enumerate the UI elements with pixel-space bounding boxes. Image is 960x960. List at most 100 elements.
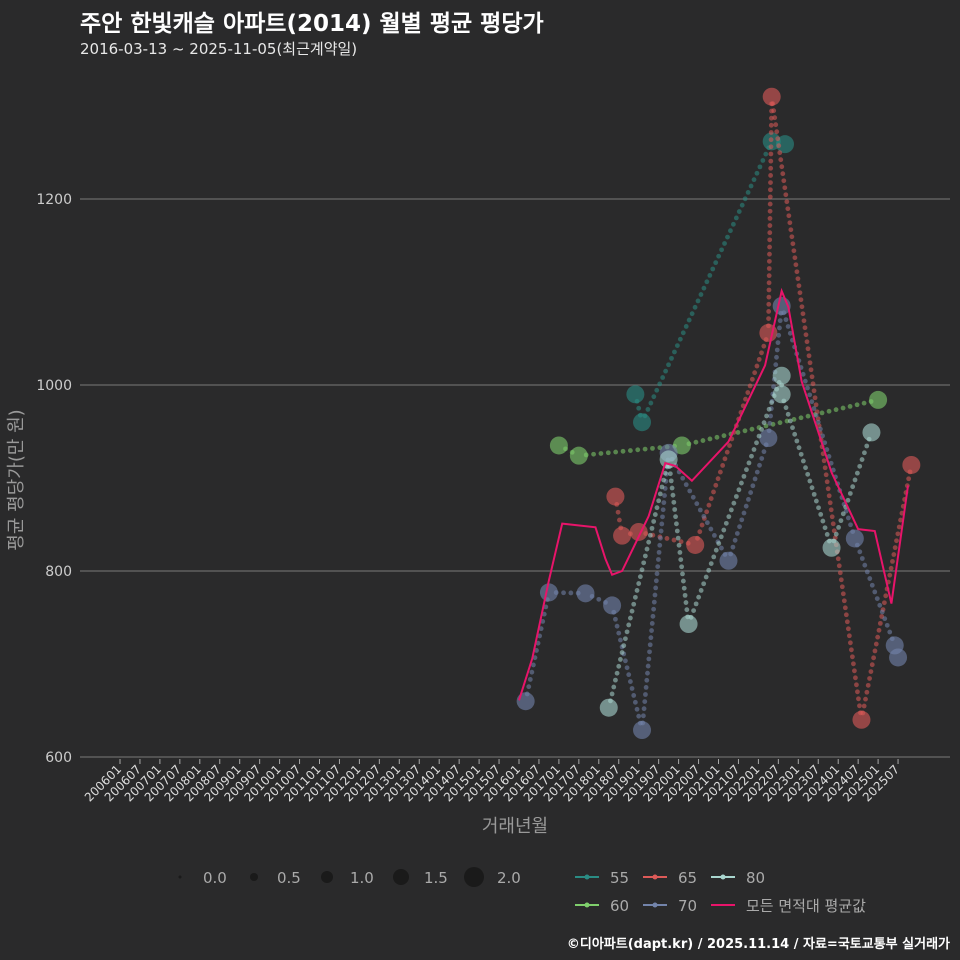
- trend-dot-65: [824, 479, 830, 485]
- trend-dot-55: [692, 304, 698, 310]
- trend-dot-70: [859, 556, 865, 561]
- trend-dot-65: [767, 223, 773, 228]
- trend-dot-65: [766, 280, 772, 286]
- trend-dot-70: [767, 420, 773, 426]
- trend-dot-65: [767, 244, 772, 250]
- trend-dot-65: [768, 180, 773, 185]
- trend-dot-80: [621, 643, 627, 649]
- trend-dot-65: [761, 343, 767, 349]
- trend-dot-65: [906, 476, 912, 482]
- trend-dot-65: [766, 258, 772, 264]
- size-legend-label: 1.5: [424, 869, 448, 887]
- trend-dot-80: [611, 684, 617, 690]
- trend-dot-80: [676, 542, 682, 548]
- trend-dot-80: [674, 528, 680, 534]
- trend-dot-65: [890, 558, 895, 564]
- trend-dot-70: [649, 621, 655, 626]
- trend-dot-70: [774, 347, 780, 353]
- trend-dot-80: [646, 539, 652, 545]
- trend-dot-80: [631, 601, 637, 607]
- trend-dot-70: [538, 626, 544, 632]
- trend-dot-65: [788, 227, 794, 233]
- trend-dot-80: [718, 534, 724, 540]
- trend-dot-70: [643, 684, 649, 690]
- trend-dot-70: [660, 507, 666, 513]
- trend-dot-65: [756, 357, 762, 362]
- trend-dot-65: [784, 199, 790, 205]
- trend-dot-60: [693, 439, 699, 445]
- data-point-70: [516, 692, 535, 711]
- trend-dot-65: [749, 376, 755, 382]
- trend-dot-80: [613, 677, 618, 683]
- trend-dot-70: [644, 677, 650, 683]
- trend-dot-80: [711, 554, 717, 560]
- trend-dot-65: [810, 381, 816, 387]
- trend-dot-65: [768, 165, 774, 171]
- trend-dot-60: [791, 417, 797, 422]
- trend-dot-80: [783, 405, 789, 411]
- trend-dot-65: [877, 620, 883, 626]
- trend-dot-65: [795, 276, 801, 282]
- trend-dot-55: [654, 387, 660, 393]
- trend-dot-80: [728, 507, 734, 513]
- trend-dot-65: [796, 283, 802, 289]
- trend-dot-55: [695, 298, 701, 304]
- trend-dot-65: [855, 689, 860, 695]
- trend-dot-70: [647, 642, 653, 648]
- trend-dot-65: [767, 187, 773, 193]
- trend-dot-65: [766, 301, 772, 307]
- trend-dot-65: [845, 626, 851, 632]
- trend-dot-70: [805, 385, 810, 391]
- trend-dot-55: [739, 202, 745, 208]
- trend-dot-65: [798, 297, 804, 303]
- trend-dot-60: [826, 408, 832, 414]
- trend-dot-80: [805, 471, 811, 477]
- trend-dot-80: [785, 411, 791, 417]
- trend-dot-70: [651, 606, 657, 612]
- data-point-70: [539, 583, 558, 602]
- trend-dot-80: [693, 601, 699, 607]
- trend-dot-65: [773, 122, 779, 128]
- trend-dot-65: [780, 171, 786, 177]
- trend-dot-65: [794, 269, 800, 275]
- trend-dot-80: [816, 505, 821, 511]
- trend-dot-55: [686, 317, 692, 323]
- trend-dot-80: [864, 443, 870, 449]
- trend-dot-65: [804, 339, 810, 345]
- trend-dot-55: [704, 279, 710, 285]
- data-point-55: [626, 385, 645, 404]
- trend-dot-55: [754, 170, 760, 176]
- trend-dot-55: [663, 368, 669, 374]
- trend-dot-70: [651, 599, 657, 605]
- trend-dot-55: [674, 343, 680, 349]
- trend-dot-80: [800, 458, 806, 464]
- trend-dot-70: [862, 562, 868, 568]
- trend-dot-65: [887, 572, 893, 578]
- trend-dot-65: [868, 669, 874, 674]
- data-point-80: [822, 538, 841, 557]
- legend-label: 모든 면적대 평균값: [746, 897, 866, 915]
- legend-dot-65: [652, 874, 658, 880]
- trend-dot-80: [644, 546, 650, 552]
- trend-dot-80: [623, 636, 628, 642]
- data-point-60: [569, 446, 588, 465]
- data-point-70: [889, 648, 908, 667]
- trend-dot-70: [683, 482, 689, 488]
- trend-dot-80: [681, 585, 687, 591]
- trend-dot-65: [766, 294, 772, 300]
- trend-dot-70: [641, 706, 647, 712]
- trend-dot-70: [527, 677, 533, 682]
- size-legend-dot: [250, 873, 258, 881]
- trend-dot-65: [836, 563, 842, 569]
- data-point-80: [862, 423, 881, 442]
- trend-dot-55: [760, 158, 766, 163]
- trend-dot-80: [854, 470, 860, 476]
- trend-dot-70: [754, 469, 760, 475]
- size-legend-dot: [464, 867, 484, 887]
- trend-dot-60: [613, 449, 619, 455]
- trend-dot-80: [627, 615, 633, 621]
- trend-dot-70: [653, 585, 659, 591]
- y-tick-label: 1200: [36, 192, 72, 208]
- trend-dot-65: [823, 472, 829, 478]
- trend-dot-70: [650, 613, 656, 619]
